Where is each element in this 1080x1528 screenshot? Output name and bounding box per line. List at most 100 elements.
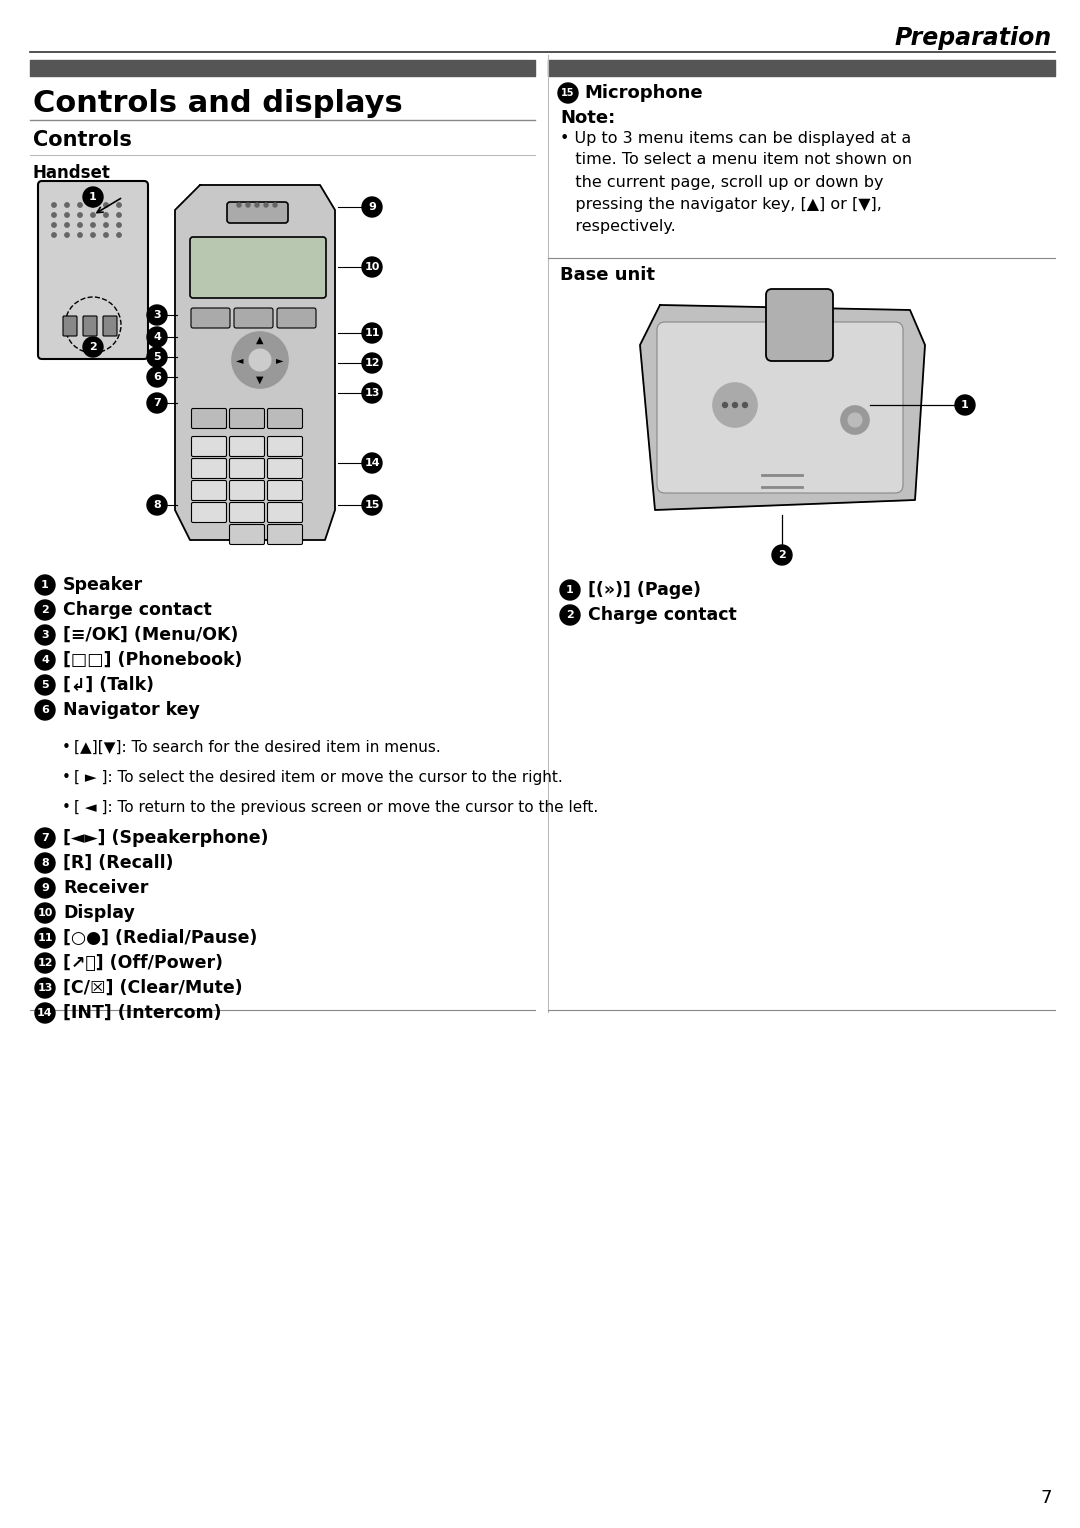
Circle shape — [713, 384, 757, 426]
Text: 2: 2 — [778, 550, 786, 559]
Circle shape — [65, 203, 69, 208]
Circle shape — [362, 495, 382, 515]
FancyBboxPatch shape — [103, 316, 117, 336]
Circle shape — [52, 232, 56, 237]
Circle shape — [246, 203, 249, 206]
Text: 4: 4 — [153, 332, 161, 342]
FancyBboxPatch shape — [268, 408, 302, 428]
Circle shape — [83, 338, 103, 358]
Circle shape — [117, 203, 121, 208]
Polygon shape — [175, 185, 335, 539]
Circle shape — [35, 828, 55, 848]
Text: respectively.: respectively. — [561, 219, 676, 234]
Text: Microphone: Microphone — [584, 84, 703, 102]
Circle shape — [35, 953, 55, 973]
FancyBboxPatch shape — [38, 180, 148, 359]
Text: Preparation: Preparation — [894, 26, 1052, 50]
Circle shape — [848, 413, 862, 426]
Text: 5: 5 — [153, 351, 161, 362]
Circle shape — [147, 393, 167, 413]
FancyBboxPatch shape — [229, 458, 265, 478]
Text: [▲][▼]: To search for the desired item in menus.: [▲][▼]: To search for the desired item i… — [75, 740, 441, 755]
Circle shape — [558, 83, 578, 102]
Text: Note:: Note: — [561, 108, 616, 127]
Text: 13: 13 — [38, 983, 53, 993]
Circle shape — [117, 223, 121, 228]
Text: 4: 4 — [41, 656, 49, 665]
Text: 1: 1 — [41, 581, 49, 590]
Circle shape — [35, 575, 55, 594]
Circle shape — [561, 605, 580, 625]
Text: 1: 1 — [90, 193, 97, 202]
Circle shape — [35, 853, 55, 872]
Text: 2: 2 — [566, 610, 573, 620]
Circle shape — [237, 203, 241, 206]
Text: [↲] (Talk): [↲] (Talk) — [63, 675, 154, 694]
Text: •: • — [62, 740, 71, 755]
Text: time. To select a menu item not shown on: time. To select a menu item not shown on — [561, 153, 913, 168]
Circle shape — [955, 396, 975, 416]
Circle shape — [117, 212, 121, 217]
Circle shape — [362, 452, 382, 474]
FancyBboxPatch shape — [191, 503, 227, 523]
Circle shape — [35, 1002, 55, 1024]
Text: 6: 6 — [153, 371, 161, 382]
Text: 14: 14 — [37, 1008, 53, 1018]
Circle shape — [35, 649, 55, 669]
Circle shape — [65, 212, 69, 217]
Text: 10: 10 — [364, 261, 380, 272]
Circle shape — [35, 601, 55, 620]
Text: Handset: Handset — [33, 163, 111, 182]
Circle shape — [362, 353, 382, 373]
Circle shape — [264, 203, 268, 206]
FancyBboxPatch shape — [229, 524, 265, 544]
Text: pressing the navigator key, [▲] or [▼],: pressing the navigator key, [▲] or [▼], — [561, 197, 882, 211]
Text: [ ◄ ]: To return to the previous screen or move the cursor to the left.: [ ◄ ]: To return to the previous screen … — [75, 801, 598, 814]
Circle shape — [723, 402, 728, 408]
FancyBboxPatch shape — [227, 202, 288, 223]
FancyBboxPatch shape — [190, 237, 326, 298]
Text: [≡/OK] (Menu/OK): [≡/OK] (Menu/OK) — [63, 626, 239, 643]
Text: [R] (Recall): [R] (Recall) — [63, 854, 174, 872]
Text: 14: 14 — [364, 458, 380, 468]
FancyBboxPatch shape — [766, 289, 833, 361]
Text: 6: 6 — [41, 704, 49, 715]
Text: [□□] (Phonebook): [□□] (Phonebook) — [63, 651, 242, 669]
Text: • Up to 3 menu items can be displayed at a: • Up to 3 menu items can be displayed at… — [561, 130, 912, 145]
Circle shape — [117, 232, 121, 237]
FancyBboxPatch shape — [191, 458, 227, 478]
Circle shape — [147, 495, 167, 515]
Circle shape — [147, 306, 167, 325]
Circle shape — [232, 332, 288, 388]
Text: 5: 5 — [41, 680, 49, 691]
Circle shape — [104, 212, 108, 217]
Text: 8: 8 — [153, 500, 161, 510]
Circle shape — [743, 402, 747, 408]
Text: Navigator key: Navigator key — [63, 701, 200, 720]
Circle shape — [35, 927, 55, 947]
Polygon shape — [640, 306, 924, 510]
FancyBboxPatch shape — [234, 309, 273, 329]
Circle shape — [35, 625, 55, 645]
Text: 10: 10 — [38, 908, 53, 918]
Text: 1: 1 — [961, 400, 969, 410]
Circle shape — [35, 879, 55, 898]
Circle shape — [104, 223, 108, 228]
Text: 9: 9 — [368, 202, 376, 212]
Text: 2: 2 — [90, 342, 97, 351]
Circle shape — [147, 327, 167, 347]
Circle shape — [78, 232, 82, 237]
Text: [↗ⓞ] (Off/Power): [↗ⓞ] (Off/Power) — [63, 953, 222, 972]
Circle shape — [78, 223, 82, 228]
FancyBboxPatch shape — [657, 322, 903, 494]
Text: ▼: ▼ — [256, 374, 264, 385]
FancyBboxPatch shape — [191, 408, 227, 428]
Text: 9: 9 — [41, 883, 49, 892]
Text: ◄: ◄ — [237, 354, 244, 365]
FancyBboxPatch shape — [191, 309, 230, 329]
Text: Charge contact: Charge contact — [588, 607, 737, 623]
Text: 7: 7 — [153, 397, 161, 408]
Circle shape — [362, 257, 382, 277]
Text: Receiver: Receiver — [63, 879, 148, 897]
Text: ►: ► — [276, 354, 284, 365]
